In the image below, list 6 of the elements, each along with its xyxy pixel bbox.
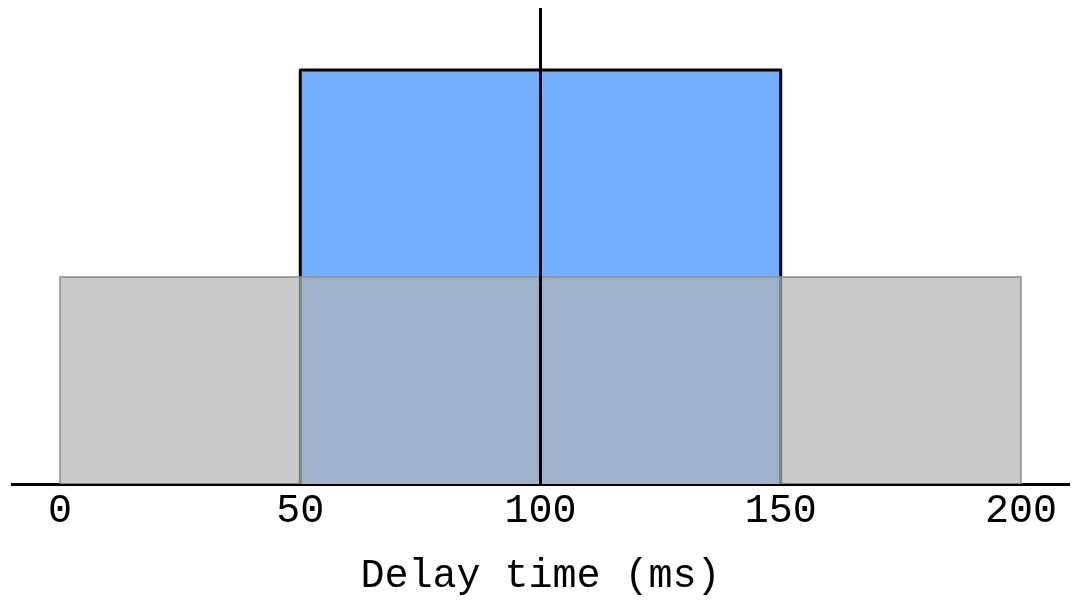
x-tick-label: 200 [984, 488, 1057, 534]
x-tick-label: 50 [276, 488, 325, 534]
x-tick-label: 0 [48, 488, 73, 534]
x-tick-label: 150 [744, 488, 817, 534]
x-axis-title: Delay time (ms) [360, 553, 721, 599]
x-tick-label: 100 [504, 488, 577, 534]
